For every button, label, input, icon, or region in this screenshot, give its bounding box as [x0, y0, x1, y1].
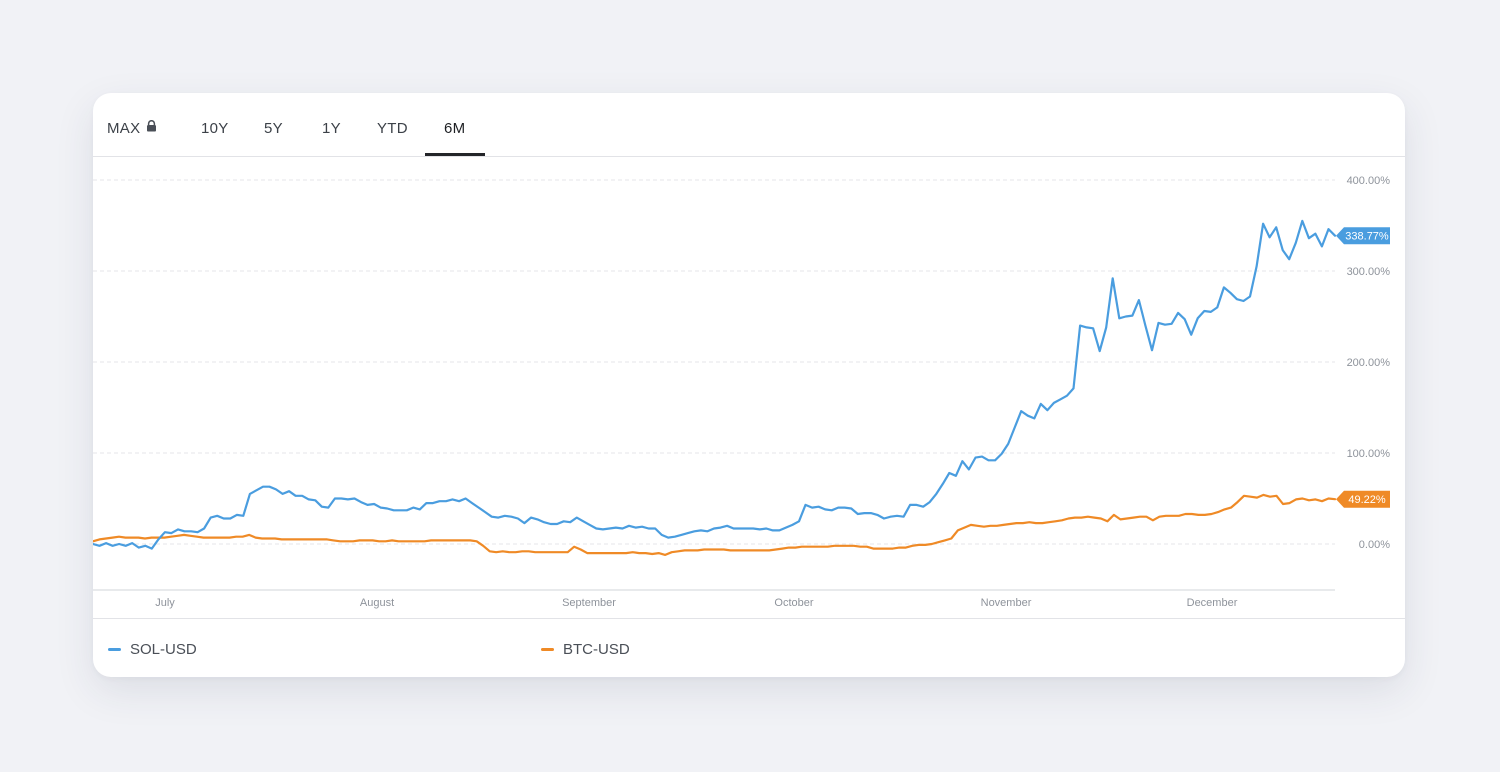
x-tick-label: November [981, 597, 1032, 609]
x-tick-label: July [155, 597, 175, 609]
y-tick-label: 300.00% [1347, 266, 1391, 278]
performance-chart[interactable]: July August September October November Decemb… [93, 157, 1405, 618]
y-axis-ticks: 400.00% 300.00% 200.00% 100.00% 0.00% [1347, 175, 1391, 551]
y-tick-label: 400.00% [1347, 175, 1391, 187]
legend-btc-label: BTC-USD [563, 641, 630, 658]
tab-max-label: MAX [107, 120, 141, 137]
tab-5y[interactable]: 5Y [264, 120, 283, 137]
last-value-label: 49.22% [1348, 494, 1386, 506]
x-tick-label: December [1187, 597, 1238, 609]
legend-item-btc[interactable]: BTC-USD [541, 619, 630, 677]
last-value-tag-btc-usd: 49.22% [1336, 490, 1390, 508]
btc-swatch [541, 647, 554, 651]
legend-sol-label: SOL-USD [130, 641, 197, 658]
legend: SOL-USD BTC-USD [93, 618, 1405, 677]
last-value-tags: 49.22% 338.77% [1336, 227, 1390, 508]
series-lines [93, 219, 1337, 556]
last-value-tag-sol-usd: 338.77% [1336, 227, 1390, 245]
legend-item-sol[interactable]: SOL-USD [108, 619, 197, 677]
lock-icon [146, 93, 157, 164]
series-line-btc-usd [93, 493, 1337, 556]
tab-1y[interactable]: 1Y [322, 120, 341, 137]
y-tick-label: 0.00% [1359, 539, 1390, 551]
sol-swatch [108, 647, 121, 651]
y-tick-label: 200.00% [1347, 357, 1391, 369]
last-value-label: 338.77% [1345, 231, 1389, 243]
x-tick-label: September [562, 597, 616, 609]
range-tabs: MAX 10Y 5Y 1Y YTD 6M [93, 93, 1405, 157]
x-axis-ticks: July August September October November Decemb… [155, 597, 1237, 609]
grid-lines [93, 179, 1335, 545]
y-tick-label: 100.00% [1347, 448, 1391, 460]
tab-6m[interactable]: 6M [444, 120, 466, 137]
tab-10y[interactable]: 10Y [201, 120, 229, 137]
tab-ytd[interactable]: YTD [377, 120, 408, 137]
x-tick-label: October [774, 597, 813, 609]
tab-max[interactable]: MAX [107, 93, 157, 156]
series-line-sol-usd [93, 219, 1337, 550]
x-tick-label: August [360, 597, 394, 609]
chart-card: MAX 10Y 5Y 1Y YTD 6M July August September… [93, 93, 1405, 677]
active-tab-indicator [425, 153, 485, 156]
